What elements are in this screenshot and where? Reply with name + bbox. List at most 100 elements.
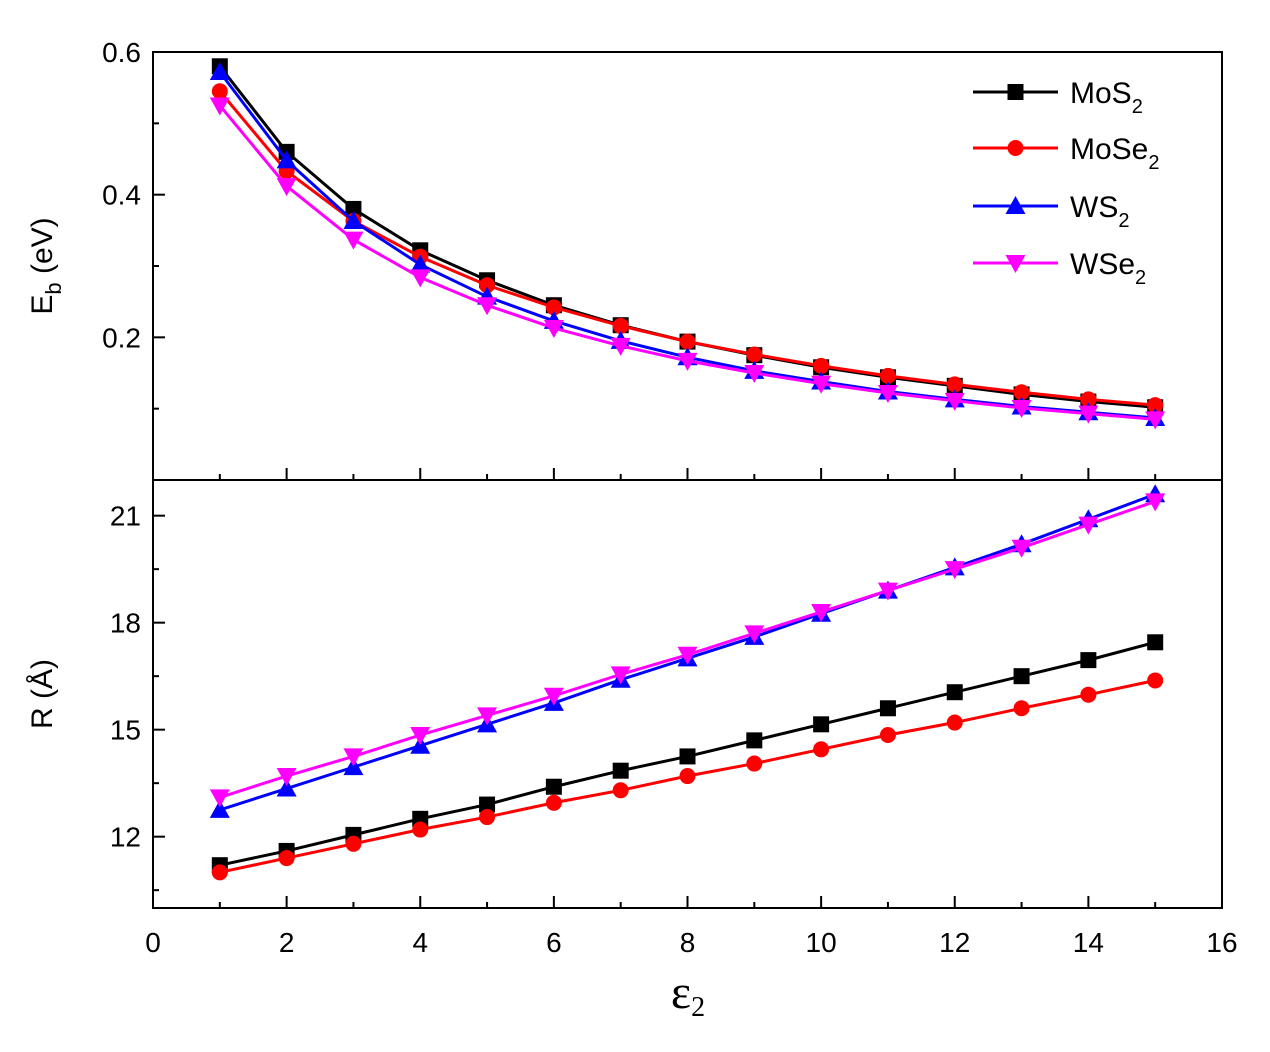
legend-marker-WS2 [1005,196,1026,214]
data-point-WSe2 [811,375,832,394]
axis-titles: Eb (eV) R (Å) ε2 [26,217,705,1023]
data-point-MoSe2 [545,299,562,316]
y-tick-label: 0.2 [102,322,141,353]
data-point-WSe2 [944,392,965,411]
data-point-WSe2 [543,320,564,339]
top-y-axis-title: Eb (eV) [26,217,66,314]
y-tick-label: 21 [110,501,141,532]
data-point-MoS2 [746,732,763,749]
data-point-MoSe2 [946,376,963,393]
x-tick-label: 0 [145,927,161,958]
data-point-WSe2 [677,352,698,371]
legend-label-WS2: WS2 [1070,191,1129,232]
data-point-WSe2 [276,768,297,787]
x-tick-label: 10 [806,927,837,958]
data-point-MoSe2 [746,755,763,772]
data-point-WSe2 [744,365,765,383]
y-tick-label: 0.4 [102,180,141,211]
data-point-MoSe2 [1080,686,1097,703]
data-point-WSe2 [343,748,364,767]
data-point-WSe2 [1011,539,1032,558]
data-point-MoS2 [813,716,830,733]
y-tick-label: 18 [110,608,141,639]
legend-label-MoSe2: MoSe2 [1070,133,1160,174]
x-tick-label: 6 [546,927,562,958]
data-point-MoSe2 [479,809,496,826]
data-point-WSe2 [209,97,230,116]
legend-marker-MoS2 [1007,84,1024,100]
data-point-WSe2 [877,582,898,601]
data-point-WSe2 [276,178,297,197]
data-point-MoSe2 [545,794,562,811]
data-point-MoSe2 [1147,397,1164,414]
data-point-MoSe2 [813,357,830,374]
data-point-WSe2 [677,646,698,665]
data-point-MoSe2 [879,727,896,744]
bottom-panel: 12 15 18 21 0 2 4 6 8 10 12 14 16 [110,479,1238,958]
data-point-WSe2 [477,297,498,316]
legend-marker-WSe2 [1005,255,1026,273]
x-tick-label: 8 [680,927,696,958]
x-tick-label: 14 [1073,927,1104,958]
data-point-WSe2 [410,727,431,746]
data-point-MoSe2 [946,714,963,731]
data-point-MoSe2 [1147,672,1164,689]
data-point-MoS2 [879,700,896,717]
data-point-MoSe2 [278,850,295,867]
data-point-MoS2 [479,796,496,813]
data-point-MoSe2 [479,277,496,294]
bottom-y-axis-title: R (Å) [26,659,59,729]
data-point-MoS2 [946,684,963,701]
data-point-WSe2 [610,666,631,685]
data-point-WS2 [343,211,364,230]
x-tick-label: 2 [279,927,295,958]
data-point-WSe2 [610,337,631,356]
y-tick-label: 12 [110,822,141,853]
y-tick-label: 0.6 [102,37,141,68]
data-point-MoSe2 [813,741,830,758]
data-point-MoSe2 [1013,384,1030,401]
data-point-MoS2 [679,748,696,765]
data-point-WSe2 [1078,405,1099,424]
legend: MoS2 MoSe2 WS2 WSe2 [973,77,1160,289]
data-point-MoSe2 [679,768,696,785]
top-panel: 0.2 0.4 0.6 [102,37,1223,481]
data-point-WS2 [276,150,297,169]
data-point-MoSe2 [345,835,362,852]
data-point-WS2 [410,254,431,273]
data-point-MoSe2 [412,821,429,838]
legend-marker-MoSe2 [1007,140,1024,156]
data-point-MoSe2 [746,346,763,363]
legend-label-WSe2: WSe2 [1070,248,1146,289]
data-point-MoSe2 [211,864,228,881]
data-point-MoS2 [1147,634,1164,651]
data-point-WSe2 [1145,493,1166,512]
data-point-MoSe2 [679,333,696,350]
x-tick-label: 16 [1206,927,1237,958]
x-axis-title: ε2 [671,966,705,1023]
data-point-WSe2 [1011,399,1032,418]
data-point-MoSe2 [1080,391,1097,408]
data-point-MoSe2 [1013,700,1030,717]
x-tick-label: 4 [412,927,428,958]
data-point-WSe2 [477,707,498,726]
data-point-MoSe2 [211,83,228,100]
plot-frame [152,51,1223,481]
data-point-WSe2 [343,231,364,250]
x-tick-label: 12 [939,927,970,958]
data-point-WSe2 [410,269,431,288]
data-point-WSe2 [944,561,965,580]
data-point-MoSe2 [612,317,629,334]
data-point-WSe2 [811,603,832,622]
data-point-WS2 [276,778,297,797]
data-point-MoS2 [545,778,562,795]
data-point-WSe2 [877,384,898,403]
data-point-WSe2 [1145,411,1166,430]
data-point-MoS2 [345,200,362,217]
data-point-MoS2 [612,762,629,779]
data-point-WSe2 [209,789,230,808]
data-point-MoSe2 [612,782,629,799]
data-point-WSe2 [744,625,765,644]
data-point-MoSe2 [879,367,896,384]
